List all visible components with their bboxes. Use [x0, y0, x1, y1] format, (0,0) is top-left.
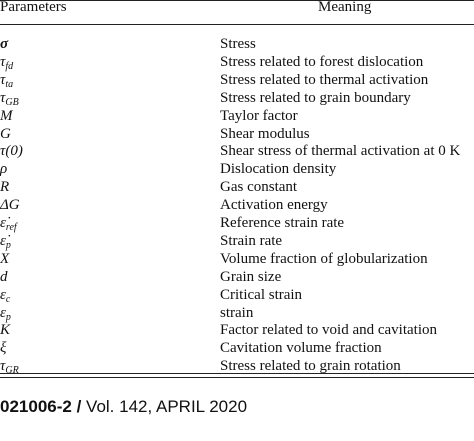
symbol: ρ [0, 161, 8, 178]
parameter: τ(0) [0, 142, 23, 160]
footer: 021006-2 / Vol. 142, APRIL 2020 [0, 397, 247, 417]
header-meaning: Meaning [318, 0, 372, 15]
symbol: τ [0, 53, 6, 70]
parameter: ΔG [0, 196, 20, 214]
meaning: Stress related to grain boundary [220, 89, 411, 106]
parameter: G [0, 125, 11, 143]
symbol: d [0, 268, 8, 285]
parameter: εc [0, 286, 11, 305]
parameter: τGR [0, 357, 19, 377]
symbol: ξ [0, 340, 7, 357]
separator: / [76, 397, 82, 416]
meaning: Shear stress of thermal activation at 0 … [220, 143, 461, 160]
subscript: ref [5, 222, 17, 233]
subscript: GR [5, 365, 19, 377]
meaning: strain [220, 304, 254, 321]
meaning: Stress related to grain rotation [220, 358, 401, 375]
symbol: ε [0, 304, 6, 321]
parameter: τta [0, 71, 14, 90]
symbol: τ [0, 89, 6, 106]
meaning: Shear modulus [220, 125, 310, 142]
subscript: p [5, 239, 11, 251]
symbol: ε̇ [0, 215, 6, 231]
meaning: Critical strain [220, 286, 303, 303]
parameter: ξ [0, 339, 6, 357]
parameter: τGB [0, 89, 19, 108]
parameter: R [0, 178, 9, 196]
meaning: Stress related to forest dislocation [220, 53, 424, 70]
parameter: M [0, 107, 13, 125]
symbol: K [0, 322, 11, 339]
subscript: ta [5, 78, 14, 90]
symbol: M [0, 107, 13, 124]
meaning: Grain size [220, 268, 282, 285]
meaning: Cavitation volume fraction [220, 340, 382, 357]
parameter: ε̇ref [0, 214, 17, 233]
symbol: τ(0) [0, 143, 23, 160]
bottom-rule [0, 373, 474, 374]
parameter: ρ [0, 160, 7, 178]
meaning: Factor related to void and cavitation [220, 322, 438, 339]
symbol: σ [0, 36, 9, 52]
parameter: ε̇p [0, 232, 11, 251]
subscript: c [5, 293, 11, 305]
parameter: τfd [0, 53, 14, 72]
bottom-rule [0, 377, 474, 378]
header-rule [0, 24, 474, 25]
meaning: Gas constant [220, 179, 298, 196]
meaning: Taylor factor [220, 107, 298, 124]
header-parameters: Parameters [0, 0, 67, 15]
meaning: Strain rate [220, 232, 283, 249]
symbol: τ [0, 358, 6, 375]
journal-info: Vol. 142, APRIL 2020 [86, 397, 248, 416]
subscript: fd [5, 60, 14, 72]
meaning: Reference strain rate [220, 215, 345, 231]
symbol: X [0, 250, 10, 267]
symbol: ε [0, 286, 6, 303]
subscript: p [5, 311, 11, 323]
meaning: Stress [220, 36, 256, 52]
parameter: K [0, 321, 10, 339]
symbol: R [0, 179, 10, 196]
parameter: d [0, 268, 8, 286]
symbol: ε̇ [0, 232, 6, 249]
meaning: Dislocation density [220, 161, 337, 178]
meaning: Activation energy [220, 197, 328, 214]
symbol: τ [0, 71, 6, 88]
parameter: X [0, 250, 9, 268]
meaning: Volume fraction of globularization [220, 250, 428, 267]
parameter: εp [0, 304, 11, 323]
parameter: σ [0, 35, 8, 53]
meaning: Stress related to thermal activation [220, 71, 429, 88]
symbol: G [0, 125, 11, 142]
top-rule [0, 0, 474, 1]
page-number: 021006-2 [0, 397, 72, 416]
subscript: GB [5, 96, 19, 108]
symbol: ΔG [0, 197, 20, 214]
